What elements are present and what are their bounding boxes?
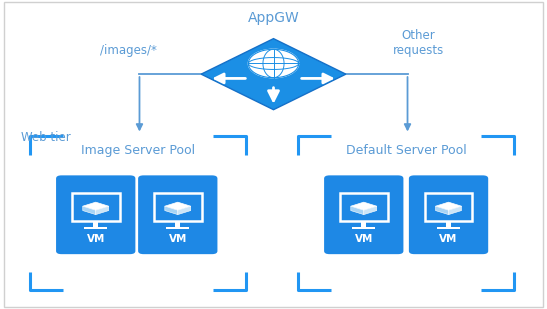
Text: Image Server Pool: Image Server Pool bbox=[81, 144, 195, 157]
FancyBboxPatch shape bbox=[154, 193, 202, 222]
FancyBboxPatch shape bbox=[409, 176, 488, 254]
Polygon shape bbox=[83, 202, 109, 210]
Circle shape bbox=[248, 49, 299, 78]
FancyBboxPatch shape bbox=[324, 176, 404, 254]
FancyBboxPatch shape bbox=[56, 176, 136, 254]
Text: AppGW: AppGW bbox=[248, 11, 299, 25]
Text: VM: VM bbox=[86, 234, 105, 244]
Text: /images/*: /images/* bbox=[100, 44, 157, 57]
Polygon shape bbox=[178, 206, 191, 215]
Text: Web tier: Web tier bbox=[21, 131, 71, 144]
Bar bbox=[166, 227, 189, 229]
Bar bbox=[362, 221, 366, 227]
Bar bbox=[84, 227, 107, 229]
FancyBboxPatch shape bbox=[138, 176, 217, 254]
Bar bbox=[176, 221, 180, 227]
Polygon shape bbox=[96, 206, 109, 215]
Polygon shape bbox=[435, 202, 462, 210]
Polygon shape bbox=[165, 206, 178, 215]
Bar bbox=[94, 221, 98, 227]
Polygon shape bbox=[435, 206, 449, 215]
Bar bbox=[437, 227, 460, 229]
Text: Other
requests: Other requests bbox=[393, 29, 444, 57]
Polygon shape bbox=[165, 202, 191, 210]
FancyBboxPatch shape bbox=[72, 193, 120, 222]
FancyBboxPatch shape bbox=[340, 193, 388, 222]
Bar bbox=[352, 227, 375, 229]
Text: Default Server Pool: Default Server Pool bbox=[346, 144, 467, 157]
Text: VM: VM bbox=[439, 234, 458, 244]
Text: VM: VM bbox=[354, 234, 373, 244]
Polygon shape bbox=[364, 206, 377, 215]
FancyBboxPatch shape bbox=[4, 2, 543, 307]
FancyBboxPatch shape bbox=[424, 193, 473, 222]
Polygon shape bbox=[201, 39, 346, 110]
Polygon shape bbox=[351, 206, 364, 215]
Polygon shape bbox=[449, 206, 462, 215]
Polygon shape bbox=[83, 206, 96, 215]
Bar bbox=[446, 221, 451, 227]
Text: VM: VM bbox=[168, 234, 187, 244]
Polygon shape bbox=[351, 202, 377, 210]
